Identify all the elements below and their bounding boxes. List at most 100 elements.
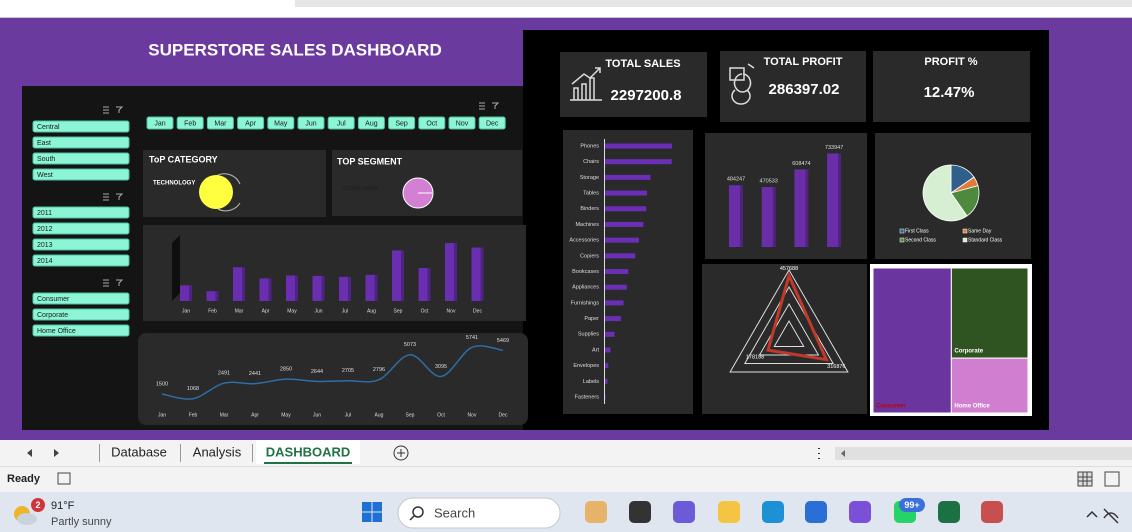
slicer-clear[interactable] — [116, 106, 124, 113]
legend-label: First Class — [905, 228, 929, 234]
slicer-button[interactable] — [146, 116, 174, 130]
sheet-tab[interactable]: DASHBOARD — [266, 444, 351, 459]
bar — [605, 221, 644, 227]
treemap-tile — [950, 267, 1029, 359]
bar — [392, 250, 404, 301]
sheet-tab[interactable]: Database — [111, 444, 167, 459]
app-icon[interactable] — [981, 501, 1003, 523]
slicer-button[interactable] — [327, 116, 355, 130]
bar-shade — [401, 250, 404, 301]
bar-shade — [740, 185, 743, 247]
x-tick-label: Jun — [313, 412, 321, 418]
slicer-button[interactable] — [237, 116, 265, 130]
slicer-button[interactable] — [418, 116, 446, 130]
slicer-button[interactable] — [32, 152, 130, 165]
treemap-tile — [872, 267, 952, 414]
h-scrollbar[interactable] — [835, 447, 1132, 460]
bar — [418, 268, 431, 301]
slicer-button[interactable] — [448, 116, 476, 130]
badge-count: 2 — [35, 500, 40, 510]
active-tab[interactable] — [256, 440, 360, 464]
weather-badge — [31, 498, 45, 512]
bar-shade — [427, 268, 431, 301]
x-tick-label: Nov — [468, 412, 477, 418]
slicer-button[interactable] — [357, 116, 385, 130]
slicer-button[interactable] — [267, 116, 295, 130]
app-icon[interactable] — [849, 501, 871, 523]
bar — [605, 316, 621, 322]
weather-condition: Partly sunny — [51, 516, 112, 528]
card-title: ToP CATEGORY — [149, 154, 218, 164]
slicer-multiselect[interactable] — [103, 279, 109, 287]
start-tile — [372, 512, 382, 522]
bar — [605, 363, 609, 369]
app-icon[interactable] — [805, 501, 827, 523]
slicer-clear[interactable] — [116, 193, 124, 200]
sheet-tab[interactable]: Analysis — [193, 444, 242, 459]
category-label: Paper — [584, 316, 599, 322]
slicer-button[interactable] — [478, 116, 506, 130]
app-icon[interactable] — [718, 501, 740, 523]
category-label: Chairs — [583, 159, 599, 165]
macro-icon[interactable] — [57, 472, 71, 485]
slicer-button[interactable] — [176, 116, 204, 130]
kpi-value: 2297200.8 — [611, 87, 682, 104]
slicer-clear[interactable] — [116, 279, 124, 286]
bar — [339, 276, 351, 301]
x-tick-label: Oct — [421, 308, 429, 314]
add-sheet[interactable] — [393, 445, 409, 461]
data-label: 2644 — [311, 369, 323, 375]
bar — [827, 153, 842, 247]
bar — [605, 159, 672, 165]
category-label: Furnishings — [571, 300, 600, 306]
slicer-button[interactable] — [32, 238, 130, 251]
slicer-button[interactable] — [32, 254, 130, 267]
slicer-button[interactable] — [206, 116, 234, 130]
slicer-button[interactable] — [297, 116, 325, 130]
app-icon[interactable] — [938, 501, 960, 523]
bar-shade — [348, 276, 351, 301]
slicer-button[interactable] — [32, 120, 130, 133]
radar-series — [766, 271, 829, 362]
app-icon[interactable] — [585, 501, 607, 523]
slicer-label: Jul — [337, 120, 346, 127]
slicer-multiselect[interactable] — [103, 106, 109, 114]
slicer-label: Apr — [245, 120, 257, 127]
kpi-label: TOTAL SALES — [605, 58, 680, 70]
slicer-clear[interactable] — [492, 102, 500, 109]
bar — [206, 291, 219, 301]
network-icon[interactable] — [1103, 512, 1119, 519]
bar — [605, 331, 615, 337]
slicer-button[interactable] — [32, 168, 130, 181]
scroll-arrow[interactable] — [841, 450, 845, 457]
x-tick-label: Feb — [208, 308, 217, 314]
slicer-button[interactable] — [32, 136, 130, 149]
page-layout-view[interactable] — [1104, 471, 1120, 487]
app-icon[interactable] — [762, 501, 784, 523]
slicer-label: 2011 — [37, 210, 52, 217]
scroll-right[interactable] — [54, 449, 59, 457]
slicer-button[interactable] — [32, 222, 130, 235]
slicer-button[interactable] — [32, 292, 130, 305]
start-button[interactable] — [362, 502, 372, 512]
slicer-multiselect[interactable] — [479, 102, 485, 110]
legend-label: Standard Class — [968, 237, 1003, 243]
x-tick-label: Dec — [499, 412, 508, 418]
bar-shade — [805, 169, 809, 247]
data-label: 608474 — [792, 161, 810, 167]
slicer-button[interactable] — [32, 324, 130, 337]
tray-chevron[interactable] — [1086, 510, 1098, 518]
slicer-button[interactable] — [388, 116, 416, 130]
normal-view[interactable] — [1077, 471, 1093, 487]
bar — [605, 206, 647, 212]
slicer-label: Oct — [426, 120, 437, 127]
scroll-left[interactable] — [27, 449, 32, 457]
app-icon[interactable] — [629, 501, 651, 523]
bar — [605, 253, 636, 259]
slicer-multiselect[interactable] — [103, 193, 109, 201]
app-icon[interactable] — [673, 501, 695, 523]
bar-shade — [242, 267, 245, 301]
slicer-button[interactable] — [32, 308, 130, 321]
slicer-button[interactable] — [32, 206, 130, 219]
search-box[interactable] — [397, 497, 561, 529]
